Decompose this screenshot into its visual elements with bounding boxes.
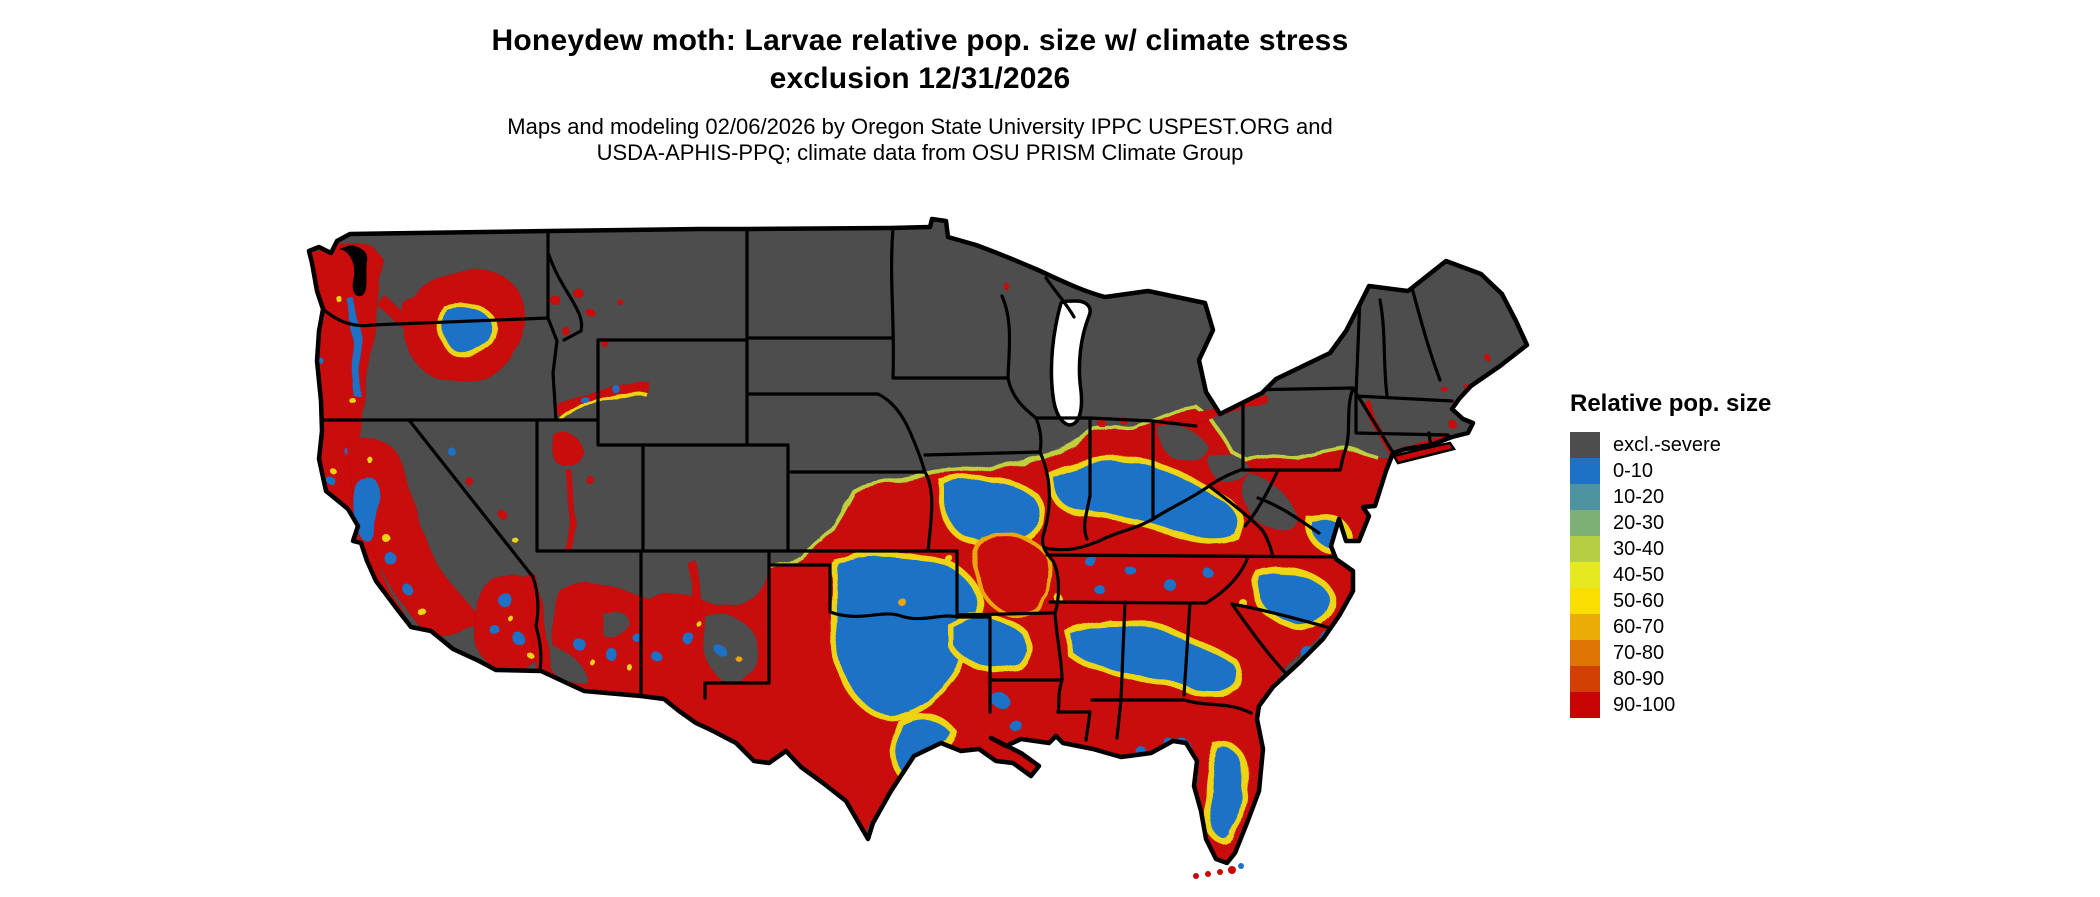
raster-south-east — [664, 405, 1390, 863]
subtitle-line-2: USDA-APHIS-PPQ; climate data from OSU PR… — [596, 140, 1244, 165]
legend-label: 60-70 — [1613, 615, 1665, 638]
legend-swatch-30-40 — [1570, 536, 1600, 562]
long-island — [1392, 441, 1457, 465]
raster-columbia-basin — [378, 270, 525, 384]
raster-southwest — [545, 561, 770, 699]
population-raster-layer — [312, 245, 1493, 863]
subtitle-line-1: Maps and modeling 02/06/2026 by Oregon S… — [507, 114, 1333, 139]
legend-label: 70-80 — [1613, 641, 1665, 664]
legend-item: 90-100 — [1570, 692, 1771, 718]
legend-item: excl.-severe — [1570, 432, 1771, 458]
legend-swatch-60-70 — [1570, 614, 1600, 640]
legend-swatch-excl-severe — [1570, 432, 1600, 458]
legend-swatch-40-50 — [1570, 562, 1600, 588]
legend-label: 80-90 — [1613, 667, 1665, 690]
page-title: Honeydew moth: Larvae relative pop. size… — [285, 22, 1555, 98]
lake-michigan — [1049, 299, 1092, 427]
legend-label: 20-30 — [1613, 511, 1665, 534]
legend-label: 50-60 — [1613, 589, 1665, 612]
puget-sound — [339, 245, 368, 297]
legend-label: 10-20 — [1613, 485, 1665, 508]
legend-label: excl.-severe — [1613, 433, 1721, 456]
map-subtitle: Maps and modeling 02/06/2026 by Oregon S… — [285, 114, 1555, 166]
legend-title: Relative pop. size — [1570, 390, 1772, 417]
legend-label: 40-50 — [1613, 563, 1665, 586]
legend-item: 10-20 — [1570, 484, 1771, 510]
legend-label: 0-10 — [1613, 459, 1654, 482]
legend-swatch-20-30 — [1570, 510, 1600, 536]
legend-swatch-10-20 — [1570, 484, 1600, 510]
legend-swatch-0-10 — [1570, 458, 1600, 484]
florida-keys — [1193, 863, 1244, 879]
map-header: Honeydew moth: Larvae relative pop. size… — [285, 22, 1555, 166]
legend-item: 70-80 — [1570, 640, 1771, 666]
raster-utah-nevada — [448, 432, 594, 551]
raster-california — [346, 438, 548, 672]
title-line-1: Honeydew moth: Larvae relative pop. size… — [491, 24, 1349, 57]
title-line-2: exclusion 12/31/2026 — [769, 62, 1071, 95]
legend-swatch-50-60 — [1570, 588, 1600, 614]
state-boundaries — [320, 226, 1454, 742]
legend-item: 0-10 — [1570, 458, 1771, 484]
legend-swatch-90-100 — [1570, 692, 1600, 718]
map-legend: Relative pop. size excl.-severe 0-10 10-… — [1570, 390, 1771, 718]
legend-swatch-70-80 — [1570, 640, 1600, 666]
legend-item: 50-60 — [1570, 588, 1771, 614]
legend-label: 90-100 — [1613, 693, 1676, 716]
legend-item: 40-50 — [1570, 562, 1771, 588]
legend-label: 30-40 — [1613, 537, 1665, 560]
legend-item: 30-40 — [1570, 536, 1771, 562]
legend-item: 20-30 — [1570, 510, 1771, 536]
legend-item: 60-70 — [1570, 614, 1771, 640]
legend-item: 80-90 — [1570, 666, 1771, 692]
legend-swatch-80-90 — [1570, 666, 1600, 692]
raster-snake-river — [550, 295, 654, 424]
